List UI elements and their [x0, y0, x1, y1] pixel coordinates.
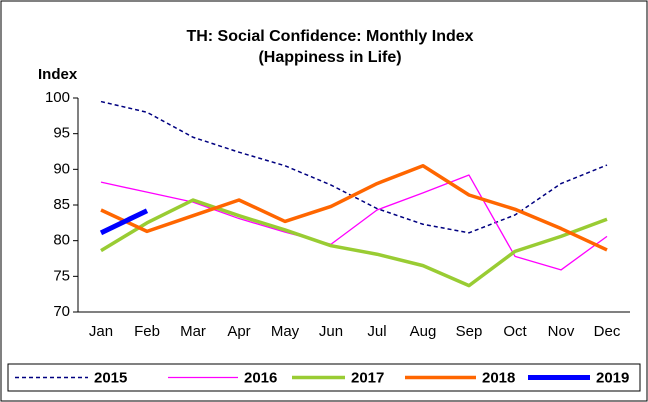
legend-label: 2018 — [482, 369, 515, 386]
chart-subtitle: (Happiness in Life) — [258, 49, 401, 66]
x-tick-label: Feb — [134, 323, 160, 340]
x-tick-label: Aug — [410, 323, 437, 340]
y-tick-label: 85 — [53, 196, 70, 213]
series-line — [100, 174, 608, 271]
y-tick-label: 80 — [53, 232, 70, 249]
x-tick-label: Nov — [548, 323, 575, 340]
series-line — [100, 198, 608, 288]
y-tick-label: 95 — [53, 125, 70, 142]
x-tick-label: Sep — [456, 323, 483, 340]
y-tick-label: 70 — [53, 303, 70, 320]
x-tick-label: Apr — [227, 323, 250, 340]
x-tick-label: Dec — [594, 323, 621, 340]
legend-label: 2016 — [244, 369, 277, 386]
x-tick-label: Oct — [503, 323, 527, 340]
y-tick-label: 90 — [53, 160, 70, 177]
legend-label: 2017 — [351, 369, 384, 386]
x-tick-label: Jun — [319, 323, 343, 340]
x-tick-label: Mar — [180, 323, 206, 340]
series-line — [100, 100, 608, 234]
y-axis-label: Index — [38, 66, 78, 83]
y-tick-label: 100 — [45, 89, 70, 106]
legend-box — [7, 363, 641, 392]
y-tick-label: 75 — [53, 267, 70, 284]
legend-label: 2015 — [94, 369, 127, 386]
x-tick-label: Jan — [89, 323, 113, 340]
x-tick-label: Jul — [367, 323, 386, 340]
chart-title: TH: Social Confidence: Monthly Index — [186, 28, 473, 45]
series-line — [99, 208, 149, 236]
legend-label: 2019 — [596, 369, 629, 386]
series-line — [100, 164, 608, 252]
x-tick-label: May — [271, 323, 300, 340]
